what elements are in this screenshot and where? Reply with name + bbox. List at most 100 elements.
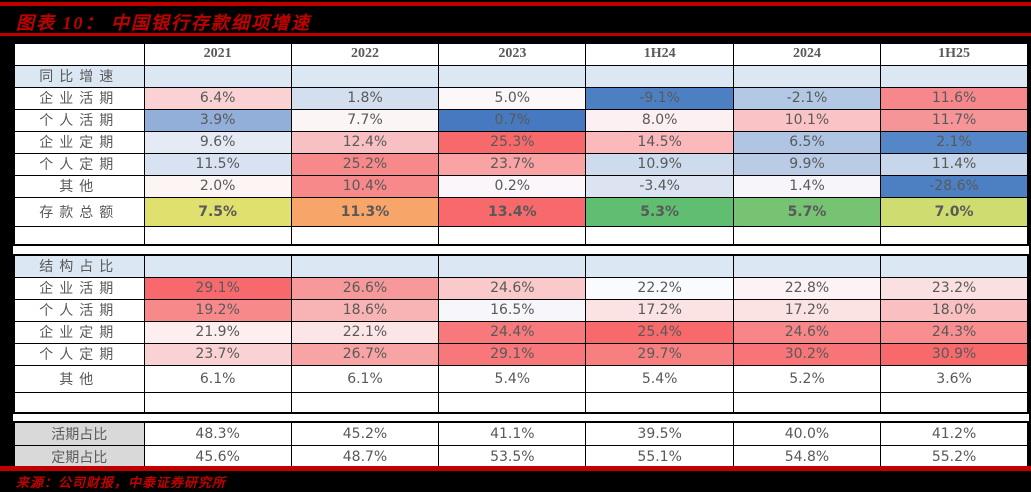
blank-cell [290,225,440,246]
value-cell: 53.5% [438,444,587,470]
table-row: 其他 2.0% 10.4% 0.2% -3.4% 1.4% -28.6% [13,174,1029,198]
value-cell: 18.6% [290,298,440,322]
value-cell: 24.6% [732,320,882,344]
value-cell: 41.2% [880,421,1029,446]
blank-cell [143,64,292,88]
value-cell: 6.4% [143,86,292,110]
value-cell: 17.2% [585,298,734,322]
value-cell: 55.2% [880,444,1029,470]
blank-cell [438,391,587,414]
table-row: 活期占比 48.3% 45.2% 41.1% 39.5% 40.0% 41.2% [13,421,1029,446]
table-row: 定期占比 45.6% 48.7% 53.5% 55.1% 54.8% 55.2% [13,444,1029,470]
value-cell: 6.1% [290,364,440,393]
value-cell: 5.4% [585,364,734,393]
blank-cell [438,254,587,278]
table-row: 企业活期 29.1% 26.6% 24.6% 22.2% 22.8% 23.2% [13,276,1029,300]
table-row: 企业活期 6.4% 1.8% 5.0% -9.1% -2.1% 11.6% [13,86,1029,110]
value-cell: 41.1% [438,421,587,446]
value-cell: 19.2% [143,298,292,322]
value-cell: -3.4% [585,174,734,198]
blank-cell [585,64,734,88]
section-header-row: 同比增速 [13,64,1029,88]
value-cell: 3.9% [143,108,292,132]
bottom-rule [0,466,1031,471]
table-section-2: 活期占比 48.3% 45.2% 41.1% 39.5% 40.0% 41.2% 定期占比 45… [13,421,1029,470]
value-cell: 26.7% [290,342,440,366]
blank-cell [732,225,882,246]
row-label: 个人活期 [13,108,145,132]
top-rule [0,2,1031,6]
value-cell: 24.6% [438,276,587,300]
value-cell: 11.3% [290,196,440,227]
value-cell: 40.0% [732,421,882,446]
value-cell: 11.6% [880,86,1029,110]
column-header-2021: 2021 [143,42,292,66]
value-cell: 48.3% [143,421,292,446]
row-label: 个人定期 [13,152,145,176]
value-cell: 0.7% [438,108,587,132]
blank-cell [880,64,1029,88]
value-cell: 6.1% [143,364,292,393]
value-cell: 0.2% [438,174,587,198]
value-cell: 10.4% [290,174,440,198]
blank-cell [585,225,734,246]
blank-cell [732,64,882,88]
row-label: 企业定期 [13,130,145,154]
blank-cell [732,254,882,278]
value-cell: 5.0% [438,86,587,110]
value-cell: 5.3% [585,196,734,227]
value-cell: 5.2% [732,364,882,393]
column-header-2024: 2024 [732,42,882,66]
table-row: 个人定期 11.5% 25.2% 23.7% 10.9% 9.9% 11.4% [13,152,1029,176]
section-label: 结构占比 [13,254,145,278]
value-cell: 2.0% [143,174,292,198]
value-cell: 7.0% [880,196,1029,227]
row-label [13,225,145,246]
column-header-row: 2021 2022 2023 1H24 2024 1H25 [13,42,1029,66]
value-cell: 8.0% [585,108,734,132]
value-cell: 39.5% [585,421,734,446]
value-cell: 25.4% [585,320,734,344]
value-cell: 45.2% [290,421,440,446]
value-cell: 5.7% [732,196,882,227]
value-cell: 11.7% [880,108,1029,132]
empty-row [13,225,1029,246]
value-cell: 24.4% [438,320,587,344]
row-label [13,391,145,414]
value-cell: 10.1% [732,108,882,132]
row-label: 存款总额 [13,196,145,227]
value-cell: 29.1% [438,342,587,366]
blank-cell [880,391,1029,414]
value-cell: 23.7% [438,152,587,176]
row-label: 活期占比 [13,421,145,446]
value-cell: 14.5% [585,130,734,154]
value-cell: 30.2% [732,342,882,366]
value-cell: 30.9% [880,342,1029,366]
column-header-2023: 2023 [438,42,587,66]
column-header-2022: 2022 [290,42,440,66]
blank-cell [143,391,292,414]
deposit-table-sheet: 2021 2022 2023 1H24 2024 1H25 同比增速 企业活期 6.4% 1.8%… [13,42,1029,470]
row-label: 企业活期 [13,86,145,110]
row-label: 定期占比 [13,444,145,470]
value-cell: 21.9% [143,320,292,344]
value-cell: 13.4% [438,196,587,227]
row-label: 个人定期 [13,342,145,366]
table-row: 企业定期 9.6% 12.4% 25.3% 14.5% 6.5% 2.1% [13,130,1029,154]
blank-cell [290,391,440,414]
blank-cell [438,64,587,88]
row-label: 个人活期 [13,298,145,322]
column-header-1H24: 1H24 [585,42,734,66]
blank-cell [880,225,1029,246]
value-cell: 10.9% [585,152,734,176]
blank-cell [585,254,734,278]
value-cell: 7.7% [290,108,440,132]
value-cell: 2.1% [880,130,1029,154]
value-cell: 54.8% [732,444,882,470]
table-row: 个人活期 19.2% 18.6% 16.5% 17.2% 17.2% 18.0% [13,298,1029,322]
value-cell: 11.5% [143,152,292,176]
value-cell: 16.5% [438,298,587,322]
value-cell: 1.8% [290,86,440,110]
table-row: 个人活期 3.9% 7.7% 0.7% 8.0% 10.1% 11.7% [13,108,1029,132]
value-cell: 11.4% [880,152,1029,176]
